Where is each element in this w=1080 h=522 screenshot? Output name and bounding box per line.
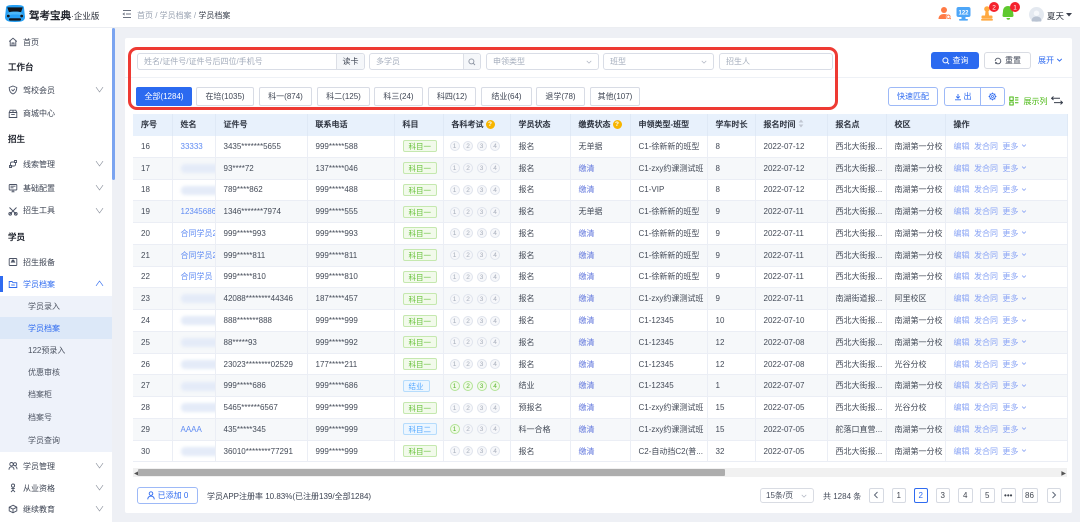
svg-text:122: 122 bbox=[958, 11, 969, 17]
svg-text:1: 1 bbox=[1013, 4, 1017, 11]
svg-text:2: 2 bbox=[992, 4, 996, 11]
